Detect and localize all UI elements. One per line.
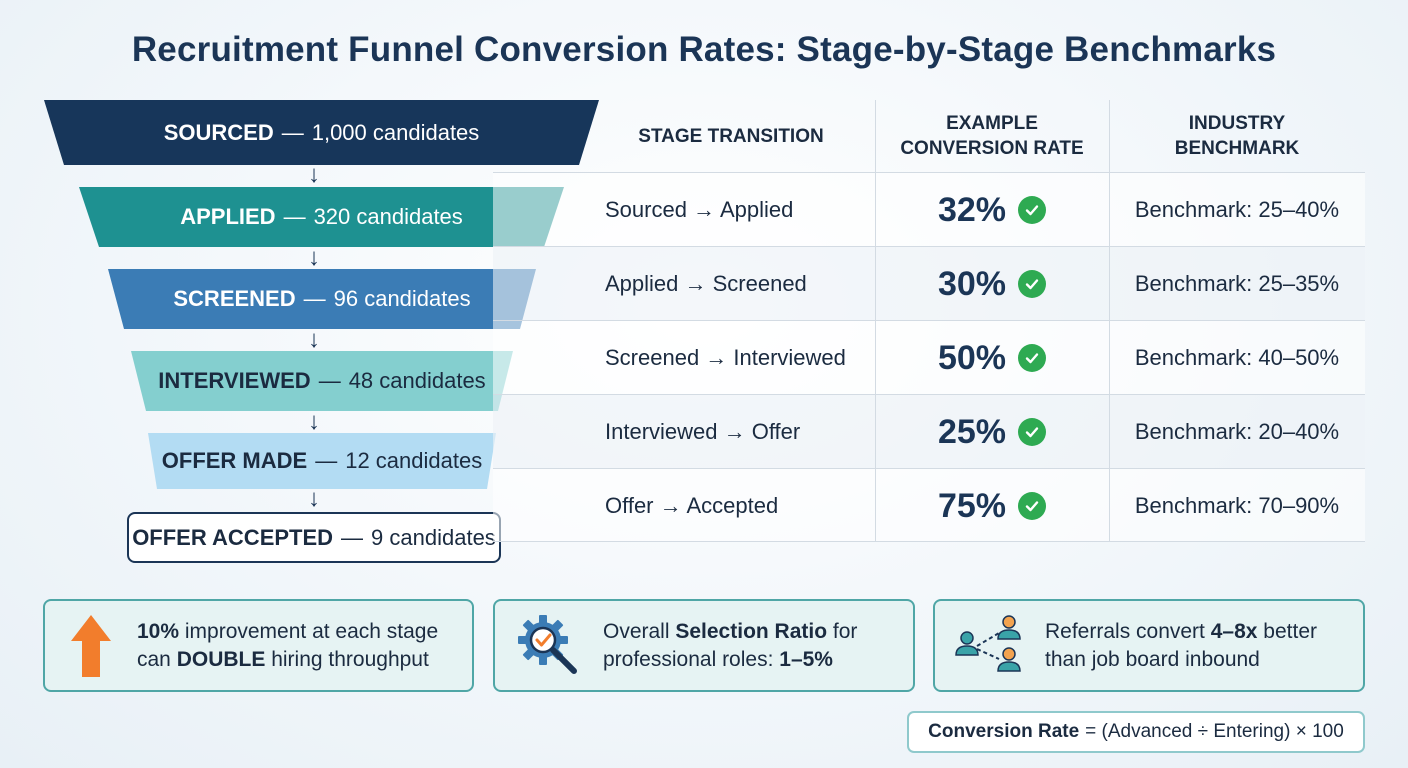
page-title: Recruitment Funnel Conversion Rates: Sta… (131, 30, 1277, 69)
formula-label: Conversion Rate (928, 721, 1080, 742)
funnel-shapes (44, 100, 599, 489)
table-row: Interviewed → Offer 25% Benchmark: 20–40… (493, 394, 1365, 468)
up-arrow-icon (45, 614, 137, 677)
conversion-rate-formula: Conversion Rate = (Advanced ÷ Entering) … (907, 711, 1365, 753)
header-conversion-rate: EXAMPLE CONVERSION RATE (900, 113, 1084, 159)
funnel-stage-sourced-shape (44, 100, 599, 165)
funnel-stage-interviewed-shape (131, 351, 513, 411)
check-icon (1018, 418, 1047, 446)
funnel-stage-offer-accepted: OFFER ACCEPTED — 9 candidates (127, 512, 501, 563)
funnel-stage-offer-made-shape (148, 433, 496, 489)
transition-cell: Interviewed → Offer (605, 419, 801, 444)
header-industry-benchmark: INDUSTRY BENCHMARK (1174, 113, 1300, 159)
rate-cell: 32% (875, 173, 1109, 247)
funnel-stage-interviewed: INTERVIEWED — 48 candidates (131, 351, 513, 411)
stage-separator: — (281, 119, 304, 145)
referrals-card: Referrals convert 4–8x better than job b… (933, 599, 1365, 692)
check-icon (1018, 492, 1047, 520)
table-row: Sourced → Applied 32% Benchmark: 25–40% (493, 172, 1365, 246)
rate-value: 75% (937, 486, 1007, 525)
down-arrow-icon: ↓ (308, 408, 320, 435)
rate-value: 32% (937, 190, 1007, 229)
check-icon (1018, 196, 1047, 224)
formula-expression: = (Advanced ÷ Entering) × 100 (1085, 721, 1344, 742)
stage-separator: — (315, 448, 338, 473)
benchmark-cell: Benchmark: 40–50% (1134, 345, 1340, 370)
rate-cell: 50% (875, 321, 1109, 395)
stage-name: SOURCED (163, 119, 274, 145)
column-divider (1109, 100, 1110, 542)
improvement-card: 10% improvement at each stage can DOUBLE… (43, 599, 474, 692)
stage-name: OFFER ACCEPTED (132, 524, 334, 550)
funnel-stage-offer-made: OFFER MADE — 12 candidates (148, 433, 496, 489)
stage-count: 1,000 candidates (311, 119, 480, 145)
column-divider (875, 100, 876, 542)
selection-ratio-text: Overall Selection Ratio for professional… (603, 619, 858, 671)
funnel-stage-applied-shape (79, 187, 564, 247)
stage-name: APPLIED (180, 204, 276, 229)
table-row: Screened → Interviewed 50% Benchmark: 40… (493, 320, 1365, 394)
benchmark-cell: Benchmark: 25–35% (1134, 271, 1340, 296)
table-body: Sourced → Applied 32% Benchmark: 25–40% … (493, 172, 1365, 542)
stage-separator: — (303, 286, 326, 311)
stage-count: 320 candidates (313, 204, 463, 229)
stage-name: OFFER MADE (161, 448, 308, 473)
stage-count: 12 candidates (345, 448, 483, 473)
table-row: Applied → Screened 30% Benchmark: 25–35% (493, 246, 1365, 320)
benchmark-cell: Benchmark: 25–40% (1134, 197, 1340, 222)
stage-count: 96 candidates (333, 286, 471, 311)
down-arrow-icon: ↓ (308, 161, 320, 188)
stage-separator: — (341, 524, 364, 550)
gear-magnifier-icon (495, 613, 603, 679)
transition-cell: Applied → Screened (605, 271, 807, 296)
transition-cell: Offer → Accepted (605, 493, 779, 518)
table-header: STAGE TRANSITION EXAMPLE CONVERSION RATE… (493, 100, 1365, 172)
stage-separator: — (318, 368, 341, 393)
rate-cell: 25% (875, 395, 1109, 469)
rate-cell: 75% (875, 469, 1109, 543)
conversion-table: STAGE TRANSITION EXAMPLE CONVERSION RATE… (493, 100, 1365, 542)
benchmark-cell: Benchmark: 20–40% (1134, 419, 1340, 444)
funnel-stage-screened: SCREENED — 96 candidates (108, 269, 536, 329)
down-arrow-icon: ↓ (308, 326, 320, 353)
selection-ratio-card: Overall Selection Ratio for professional… (493, 599, 915, 692)
benchmark-cell: Benchmark: 70–90% (1134, 493, 1340, 518)
funnel-stage-applied: APPLIED — 320 candidates (79, 187, 564, 247)
table-row: Offer → Accepted 75% Benchmark: 70–90% (493, 468, 1365, 542)
rate-value: 50% (937, 338, 1007, 377)
referrals-text: Referrals convert 4–8x better than job b… (1045, 619, 1317, 671)
check-icon (1018, 270, 1047, 298)
rate-cell: 30% (875, 247, 1109, 321)
stage-name: SCREENED (173, 286, 296, 311)
stage-name: INTERVIEWED (158, 368, 311, 393)
rate-value: 30% (937, 264, 1007, 303)
stage-count: 9 candidates (371, 524, 496, 550)
rate-value: 25% (937, 412, 1007, 451)
down-arrow-icon: ↓ (308, 485, 320, 512)
referral-network-icon (935, 613, 1045, 679)
stage-count: 48 candidates (348, 368, 486, 393)
down-arrow-icon: ↓ (308, 244, 320, 271)
stage-separator: — (283, 204, 306, 229)
table-bottom-divider (493, 541, 1365, 542)
transition-cell: Screened → Interviewed (605, 345, 846, 370)
check-icon (1018, 344, 1047, 372)
funnel-stage-sourced: SOURCED — 1,000 candidates (44, 100, 599, 165)
improvement-text: 10% improvement at each stage can DOUBLE… (137, 619, 439, 671)
funnel-stage-screened-shape (108, 269, 536, 329)
header-stage-transition: STAGE TRANSITION (638, 125, 824, 147)
transition-cell: Sourced → Applied (605, 197, 794, 222)
